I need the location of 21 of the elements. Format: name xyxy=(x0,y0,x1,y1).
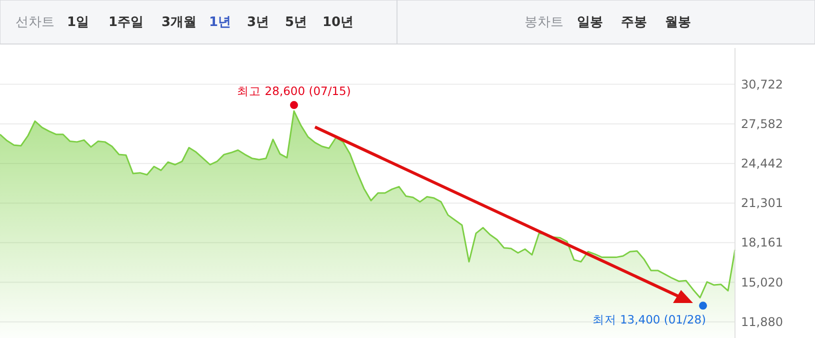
text: 봉차트 xyxy=(524,15,564,30)
text: 주봉 xyxy=(621,15,647,30)
y-tick-label: 27,582 xyxy=(741,116,783,131)
annotation: 최저 13,400 (01/28) xyxy=(592,312,706,327)
text: 1일 xyxy=(66,15,90,30)
y-tick-label: 30,722 xyxy=(741,77,783,92)
text: 선차트 xyxy=(16,15,54,30)
text: 3년 xyxy=(246,15,270,30)
text: 일봉 xyxy=(577,15,603,30)
text: 1주일 xyxy=(108,15,144,30)
text: 1년 xyxy=(208,15,232,30)
y-tick-label: 18,161 xyxy=(741,236,783,250)
text: 10년 xyxy=(322,15,354,30)
y-tick-label: 24,442 xyxy=(741,156,783,170)
text: 3개월 xyxy=(161,15,197,30)
text: 5년 xyxy=(284,15,308,30)
text: 월봉 xyxy=(665,15,691,30)
y-tick-label: 11,880 xyxy=(741,314,783,329)
y-tick-label: 15,020 xyxy=(741,275,783,290)
y-tick-label: 21,301 xyxy=(741,196,783,210)
annotation: 최고 28,600 (07/15) xyxy=(237,84,351,98)
